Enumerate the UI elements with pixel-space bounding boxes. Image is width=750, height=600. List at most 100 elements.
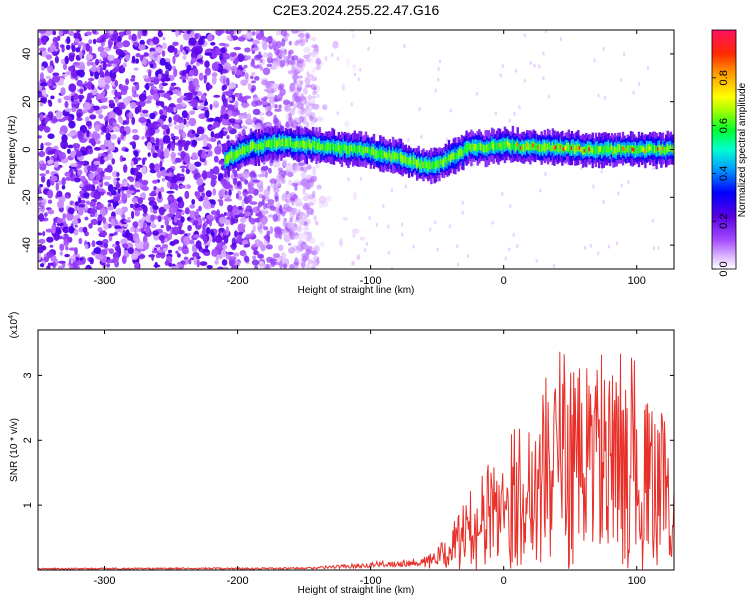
heatmap-cell	[597, 146, 601, 155]
heatmap-cell	[208, 218, 213, 227]
heatmap-cell	[64, 101, 69, 108]
heatmap-cell	[302, 227, 310, 231]
heatmap-cell	[203, 251, 211, 256]
heatmap-cell	[104, 120, 108, 128]
heatmap-cell	[125, 229, 130, 238]
heatmap-cell	[336, 56, 340, 61]
heatmap-cell	[251, 31, 256, 36]
heatmap-cell	[221, 93, 226, 103]
heatmap-cell	[111, 158, 115, 165]
y-tick-label: 2	[22, 437, 34, 443]
heatmap-cell	[100, 105, 109, 110]
heatmap-cell	[225, 226, 229, 236]
heatmap-cell	[293, 235, 300, 239]
heatmap-cell	[166, 190, 175, 194]
heatmap-cell	[221, 249, 227, 258]
heatmap-cell	[166, 180, 171, 189]
heatmap-cell	[173, 121, 177, 125]
heatmap-cell	[38, 135, 42, 139]
heatmap-cell	[223, 128, 228, 132]
heatmap-cell	[294, 197, 303, 207]
heatmap-cell	[508, 247, 511, 252]
heatmap-cell	[500, 142, 503, 151]
heatmap-cell	[159, 161, 163, 169]
heatmap-cell	[228, 189, 232, 197]
colorbar-tick-label: 0.0	[718, 261, 730, 276]
heatmap-cell	[502, 141, 505, 150]
heatmap-cell	[55, 110, 63, 119]
heatmap-cell	[97, 203, 104, 209]
heatmap-cell	[53, 154, 58, 159]
heatmap-cell	[668, 145, 671, 152]
heatmap-cell	[110, 218, 116, 227]
heatmap-cell	[283, 234, 291, 243]
heatmap-cell	[105, 146, 109, 150]
heatmap-cell	[550, 145, 553, 152]
heatmap-cell	[265, 105, 272, 113]
heatmap-cell	[519, 146, 522, 150]
heatmap-cell	[623, 147, 626, 151]
heatmap-cell	[431, 161, 435, 169]
heatmap-cell	[173, 125, 182, 130]
heatmap-cell	[146, 141, 153, 151]
heatmap-cell	[382, 204, 385, 209]
heatmap-cell	[58, 30, 64, 37]
heatmap-cell	[200, 234, 206, 240]
heatmap-cell	[255, 54, 263, 59]
heatmap-cell	[321, 104, 328, 110]
heatmap-cell	[230, 265, 239, 269]
heatmap-cell	[79, 50, 83, 59]
heatmap-cell	[131, 116, 136, 125]
heatmap-cell	[261, 142, 264, 150]
heatmap-cell	[97, 188, 105, 193]
heatmap-cell	[39, 173, 47, 177]
heatmap-cell	[158, 191, 162, 200]
spectrogram-x-ticks: -300 -200 -100 0 100	[94, 30, 646, 287]
heatmap-cell	[347, 145, 350, 155]
heatmap-cell	[65, 44, 71, 50]
heatmap-cell	[288, 247, 296, 254]
heatmap-cell	[167, 64, 172, 72]
heatmap-cell	[84, 204, 88, 210]
heatmap-cell	[627, 180, 630, 185]
heatmap-cell	[285, 123, 291, 128]
heatmap-cell	[116, 172, 120, 177]
heatmap-cell	[71, 44, 76, 53]
heatmap-cell	[430, 162, 433, 170]
heatmap-cell	[296, 244, 304, 252]
heatmap-cell	[315, 164, 320, 169]
heatmap-cell	[315, 57, 322, 65]
heatmap-cell	[359, 236, 366, 241]
heatmap-cell	[97, 124, 102, 128]
heatmap-cell	[261, 199, 265, 206]
heatmap-cell	[357, 77, 360, 82]
heatmap-cell	[475, 144, 478, 151]
heatmap-cell	[146, 136, 151, 142]
x-tick-label: 0	[501, 575, 507, 587]
heatmap-cell	[459, 148, 462, 157]
heatmap-cell	[73, 32, 81, 40]
heatmap-cell	[238, 147, 241, 156]
heatmap-cell	[542, 51, 545, 56]
heatmap-cell	[38, 208, 42, 213]
heatmap-cell	[467, 144, 470, 153]
heatmap-cell	[358, 145, 361, 153]
heatmap-cell	[65, 194, 70, 199]
heatmap-cell	[107, 206, 114, 211]
heatmap-cell	[653, 145, 657, 153]
heatmap-cell	[230, 216, 234, 226]
heatmap-cell	[90, 66, 97, 72]
heatmap-cell	[589, 243, 593, 248]
heatmap-cell	[201, 229, 207, 235]
heatmap-cell	[282, 263, 288, 269]
heatmap-cell	[112, 122, 117, 127]
heatmap-cell	[188, 163, 196, 172]
heatmap-cell	[132, 221, 139, 228]
heatmap-cell	[48, 78, 53, 84]
heatmap-cell	[315, 141, 318, 151]
heatmap-cell	[151, 250, 159, 254]
heatmap-cell	[383, 151, 387, 158]
heatmap-cell	[348, 145, 352, 154]
heatmap-cell	[281, 252, 286, 260]
heatmap-cell	[91, 240, 96, 248]
